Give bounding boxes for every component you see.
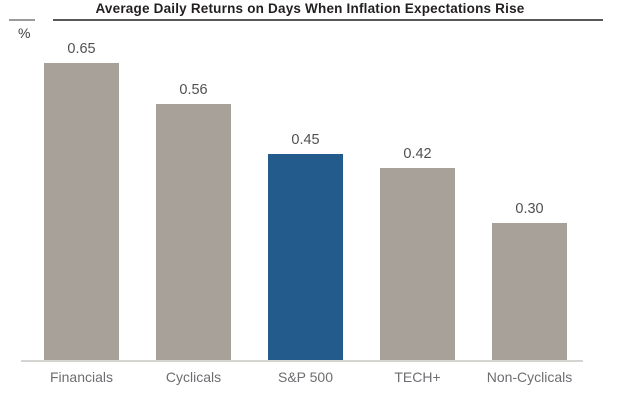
value-label-financials: 0.65	[67, 41, 96, 57]
category-label-financials: Financials	[49, 369, 114, 385]
header-rule	[53, 19, 603, 21]
category-label-non-cyclicals: Non-Cyclicals	[486, 369, 573, 385]
category-label-sp-500: S&P 500	[277, 369, 333, 385]
x-axis-line	[21, 360, 583, 362]
value-label-non-cyclicals: 0.30	[515, 201, 544, 217]
bar-sp-500	[268, 154, 343, 361]
bar-cyclicals	[156, 104, 231, 361]
header-rule-short	[9, 19, 35, 21]
y-axis-unit-label: %	[18, 25, 31, 41]
value-label-tech-plus: 0.42	[403, 146, 432, 162]
category-label-tech-plus: TECH+	[394, 369, 441, 385]
bar-non-cyclicals	[492, 223, 567, 361]
bar-financials	[44, 63, 119, 361]
value-label-cyclicals: 0.56	[179, 82, 208, 98]
chart-title: Average Daily Returns on Days When Infla…	[95, 1, 525, 16]
bar-tech-plus	[380, 168, 455, 361]
value-label-sp-500: 0.45	[291, 132, 320, 148]
category-label-cyclicals: Cyclicals	[165, 369, 222, 385]
